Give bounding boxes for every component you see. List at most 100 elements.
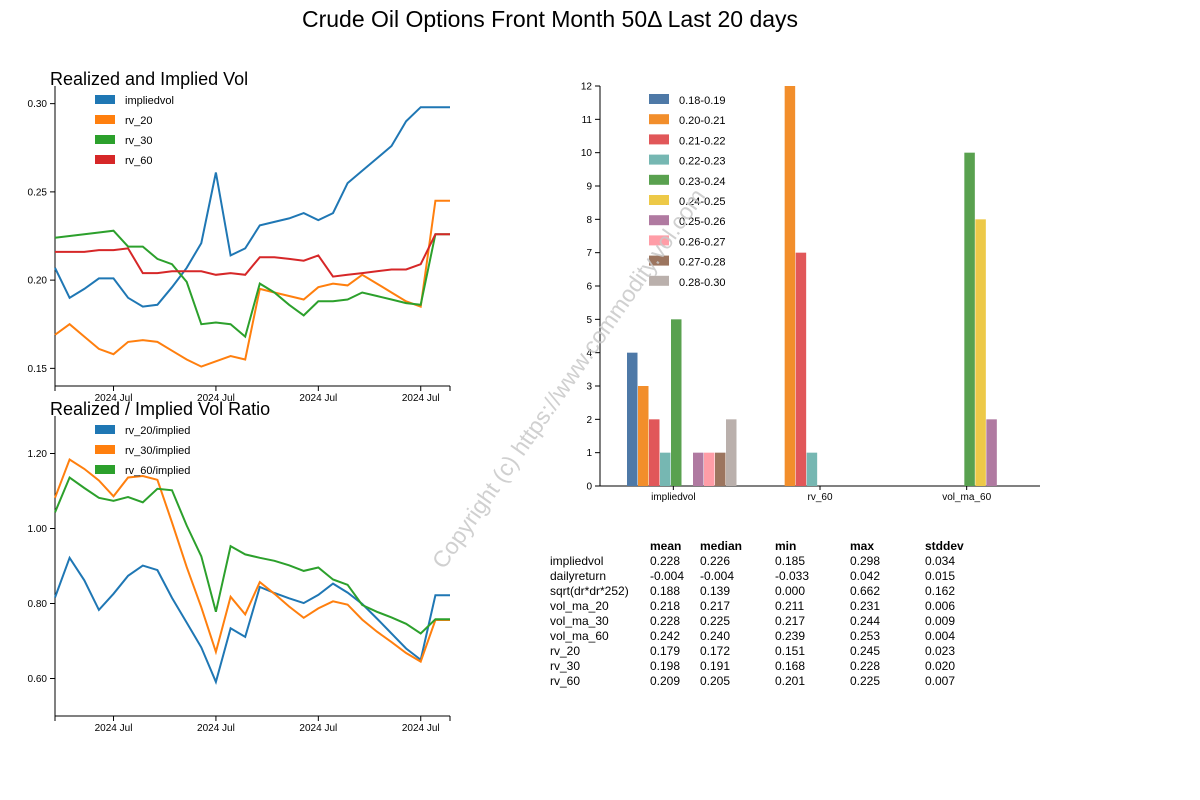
stats-cell: 0.172 (700, 644, 730, 658)
stats-cell: 0.023 (925, 644, 955, 658)
y-tick-label: 8 (586, 215, 592, 226)
stats-column-header: max (850, 539, 874, 553)
legend-label: impliedvol (125, 95, 174, 107)
stats-cell: 0.034 (925, 554, 955, 568)
y-tick-label: 2 (586, 415, 592, 426)
stats-cell: 0.225 (700, 614, 730, 628)
stats-cell: 0.162 (925, 584, 955, 598)
stats-row-label: sqrt(dr*dr*252) (550, 584, 629, 598)
series-line-rv-20-implied (54, 555, 450, 685)
legend-label: 0.20-0.21 (679, 115, 725, 127)
legend-swatch (649, 94, 669, 104)
legend-swatch (649, 154, 669, 165)
legend-swatch (649, 215, 669, 226)
legend-label: rv_20 (125, 115, 153, 127)
stats-cell: 0.253 (850, 629, 880, 643)
stats-cell: -0.004 (700, 569, 734, 583)
y-tick-label: 7 (586, 248, 592, 259)
bar-impliedvol-0.18-0.19 (627, 352, 638, 486)
y-tick-label: 1.20 (28, 449, 48, 460)
y-tick-label: 9 (586, 182, 592, 193)
x-tick-label: 2024 Jul (95, 723, 133, 734)
stats-cell: 0.198 (650, 659, 680, 673)
stats-cell: 0.217 (775, 614, 805, 628)
legend-label: 0.27-0.28 (679, 257, 725, 269)
stats-cell: 0.139 (700, 584, 730, 598)
legend-swatch (95, 425, 115, 434)
stats-cell: 0.226 (700, 554, 730, 568)
series-line-rv-20 (54, 199, 450, 368)
y-tick-label: 12 (581, 82, 593, 93)
stats-cell: 0.020 (925, 659, 955, 673)
ratio-lines-chart: 0.60 0.80 1.00 1.20 2024 Jul 2024 Jul 2024 Jul… (28, 399, 451, 734)
series-line-rv-30-implied (54, 457, 450, 664)
legend-label: rv_60/implied (125, 465, 190, 477)
legend-label: 0.28-0.30 (679, 277, 725, 289)
stats-cell: 0.231 (850, 599, 880, 613)
chart-title: Realized / Implied Vol Ratio (50, 399, 270, 419)
stats-cell: 0.201 (775, 674, 805, 688)
series-line-impliedvol (54, 106, 450, 308)
stats-cell: 0.015 (925, 569, 955, 583)
legend-label: rv_30 (125, 135, 153, 147)
legend-label: 0.21-0.22 (679, 135, 725, 147)
stats-column-header: mean (650, 539, 681, 553)
y-tick-label: 3 (586, 382, 592, 393)
y-tick-label: 0.20 (28, 276, 48, 287)
x-tick-label: 2024 Jul (299, 723, 337, 734)
legend-swatch (649, 255, 669, 266)
legend-label: 0.24-0.25 (679, 196, 725, 208)
legend-swatch (95, 445, 115, 454)
y-tick-label: 0.80 (28, 599, 48, 610)
bar-impliedvol-0.20-0.21 (638, 386, 649, 486)
stats-column-header: min (775, 539, 796, 553)
stats-cell: 0.006 (925, 599, 955, 613)
page-title: Crude Oil Options Front Month 50Δ Last 2… (301, 6, 799, 32)
stats-cell: 0.228 (650, 554, 680, 568)
x-tick-label: 2024 Jul (95, 393, 133, 404)
legend-label: rv_60 (125, 155, 153, 167)
legend-label: 0.26-0.27 (679, 236, 725, 248)
stats-cell: 0.662 (850, 584, 880, 598)
legend-swatch (649, 275, 669, 286)
stats-cell: 0.209 (650, 674, 680, 688)
stats-cell: 0.151 (775, 644, 805, 658)
stats-cell: 0.042 (850, 569, 880, 583)
stats-cell: 0.228 (650, 614, 680, 628)
y-tick-label: 0.25 (28, 187, 48, 198)
legend-swatch (649, 195, 669, 205)
bar-impliedvol-0.28-0.30 (726, 419, 737, 486)
stats-cell: 0.205 (700, 674, 730, 688)
stats-cell: 0.004 (925, 629, 955, 643)
stats-cell: 0.007 (925, 674, 955, 688)
legend-label: rv_30/implied (125, 445, 190, 457)
stats-cell: 0.242 (650, 629, 680, 643)
stats-row-label: vol_ma_30 (550, 614, 609, 628)
stats-cell: 0.217 (700, 599, 730, 613)
x-tick-label: rv_60 (807, 492, 832, 503)
stats-cell: -0.004 (650, 569, 684, 583)
legend-swatch (95, 465, 115, 474)
stats-row-label: rv_30 (550, 659, 580, 673)
legend-swatch (95, 115, 115, 124)
y-tick-label: 4 (586, 348, 592, 359)
series-line-rv-60 (55, 233, 450, 278)
legend-label: 0.25-0.26 (679, 216, 725, 228)
legend-swatch (95, 95, 115, 104)
bar-impliedvol-0.26-0.27 (704, 452, 715, 486)
stats-cell: 0.245 (850, 644, 880, 658)
stats-row-label: dailyreturn (550, 569, 606, 583)
stats-row-label: vol_ma_20 (550, 599, 609, 613)
vol-lines-chart: 0.15 0.20 0.25 0.30 2024 Jul 2024 Jul 2024 Jul… (28, 69, 451, 404)
legend-swatch (649, 235, 669, 246)
stats-cell: -0.033 (775, 569, 809, 583)
x-tick-label: 2024 Jul (402, 393, 440, 404)
stats-column-header: stddev (925, 539, 964, 553)
legend-swatch (95, 155, 115, 164)
x-tick-label: vol_ma_60 (942, 492, 991, 503)
bar-impliedvol-0.27-0.28 (715, 452, 726, 486)
legend-label: 0.23-0.24 (679, 176, 725, 188)
